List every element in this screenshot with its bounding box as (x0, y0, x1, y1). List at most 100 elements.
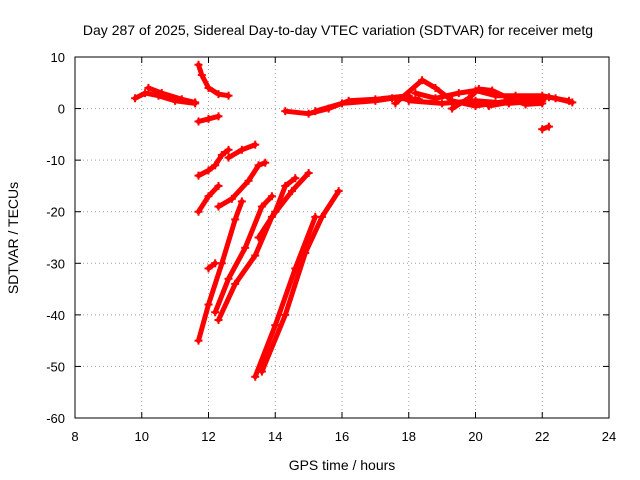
data-point (237, 197, 246, 206)
data-point (254, 161, 263, 170)
data-point (197, 71, 206, 80)
data-point (431, 94, 440, 103)
data-point (388, 94, 397, 103)
data-point (311, 212, 320, 221)
data-point (251, 140, 260, 149)
data-traces (131, 60, 577, 381)
data-point (144, 83, 153, 92)
trace-arc-13 (256, 175, 298, 240)
data-point (194, 207, 203, 216)
data-point (231, 279, 240, 288)
data-point (214, 90, 223, 99)
data-point (338, 99, 346, 108)
data-point (194, 117, 203, 126)
data-point (237, 145, 246, 154)
data-point (224, 274, 233, 283)
chart-title: Day 287 of 2025, Sidereal Day-to-day VTE… (83, 22, 593, 38)
data-point (411, 89, 420, 98)
data-point (257, 367, 266, 376)
data-point (217, 150, 226, 159)
data-point (204, 166, 213, 175)
data-point (524, 94, 533, 103)
data-point (504, 98, 513, 107)
y-tick-label: -50 (46, 359, 65, 374)
data-point (454, 89, 463, 98)
data-point (311, 107, 320, 116)
data-point (484, 101, 493, 110)
data-point (564, 96, 573, 105)
x-tick-label: 10 (135, 429, 149, 444)
data-point (448, 104, 457, 113)
data-point (131, 94, 140, 103)
axis-ticks: 8 10 12 14 16 18 20 22 24 10 0 -10 -20 -30 -40 -50 -60 (46, 50, 616, 444)
data-point (231, 215, 240, 224)
y-tick-label: 0 (58, 102, 65, 117)
y-axis-label: SDTVAR / TECUs (5, 182, 21, 294)
data-point (141, 89, 150, 98)
data-point (431, 83, 440, 92)
x-tick-label: 8 (71, 429, 78, 444)
trace-arc-11 (216, 170, 312, 323)
data-point (157, 89, 166, 98)
y-tick-label: -60 (46, 411, 65, 426)
data-point (464, 94, 473, 103)
data-point (304, 169, 313, 178)
data-point (194, 336, 203, 345)
data-point (257, 202, 266, 211)
x-tick-label: 14 (268, 429, 282, 444)
data-point (204, 83, 213, 92)
trace-arc-14 (252, 214, 318, 380)
data-point (211, 308, 220, 317)
data-point (241, 243, 250, 252)
data-point (227, 194, 236, 203)
data-point (211, 259, 220, 268)
trace-arc-3 (196, 62, 231, 99)
data-point (214, 316, 223, 325)
x-tick-label: 18 (402, 429, 416, 444)
data-point (211, 161, 220, 170)
x-axis-label: GPS time / hours (289, 457, 396, 473)
data-point (281, 310, 290, 319)
trace-arc-2 (145, 85, 198, 105)
data-point (438, 99, 447, 108)
data-point (254, 233, 263, 242)
data-point (471, 96, 480, 105)
y-tick-label: -40 (46, 308, 65, 323)
data-point (251, 372, 260, 381)
data-point (418, 76, 427, 85)
trace-arc-5 (196, 147, 231, 179)
y-tick-label: -10 (46, 153, 65, 168)
data-point (224, 153, 233, 162)
data-point (217, 259, 226, 268)
x-tick-label: 16 (335, 429, 349, 444)
data-point (194, 171, 203, 180)
data-point (334, 187, 343, 196)
data-point (204, 300, 213, 309)
data-point (371, 96, 380, 105)
x-tick-label: 24 (602, 429, 616, 444)
grid (75, 57, 609, 418)
x-tick-label: 22 (535, 429, 549, 444)
data-point (204, 192, 213, 201)
data-point (224, 145, 233, 154)
data-point (317, 212, 326, 221)
data-point (521, 100, 530, 109)
data-point (544, 122, 553, 131)
y-tick-label: -20 (46, 205, 65, 220)
data-point (281, 107, 290, 116)
data-point (271, 321, 280, 330)
data-point (474, 84, 483, 93)
data-point (281, 181, 290, 190)
data-point (538, 99, 547, 108)
data-point (404, 96, 413, 105)
data-point (287, 187, 296, 196)
data-point (271, 207, 280, 216)
data-point (214, 202, 223, 211)
data-point (177, 95, 186, 104)
y-tick-label: -30 (46, 256, 65, 271)
data-point (204, 264, 213, 273)
data-point (544, 93, 553, 102)
data-point (204, 114, 213, 123)
data-point (224, 91, 233, 100)
